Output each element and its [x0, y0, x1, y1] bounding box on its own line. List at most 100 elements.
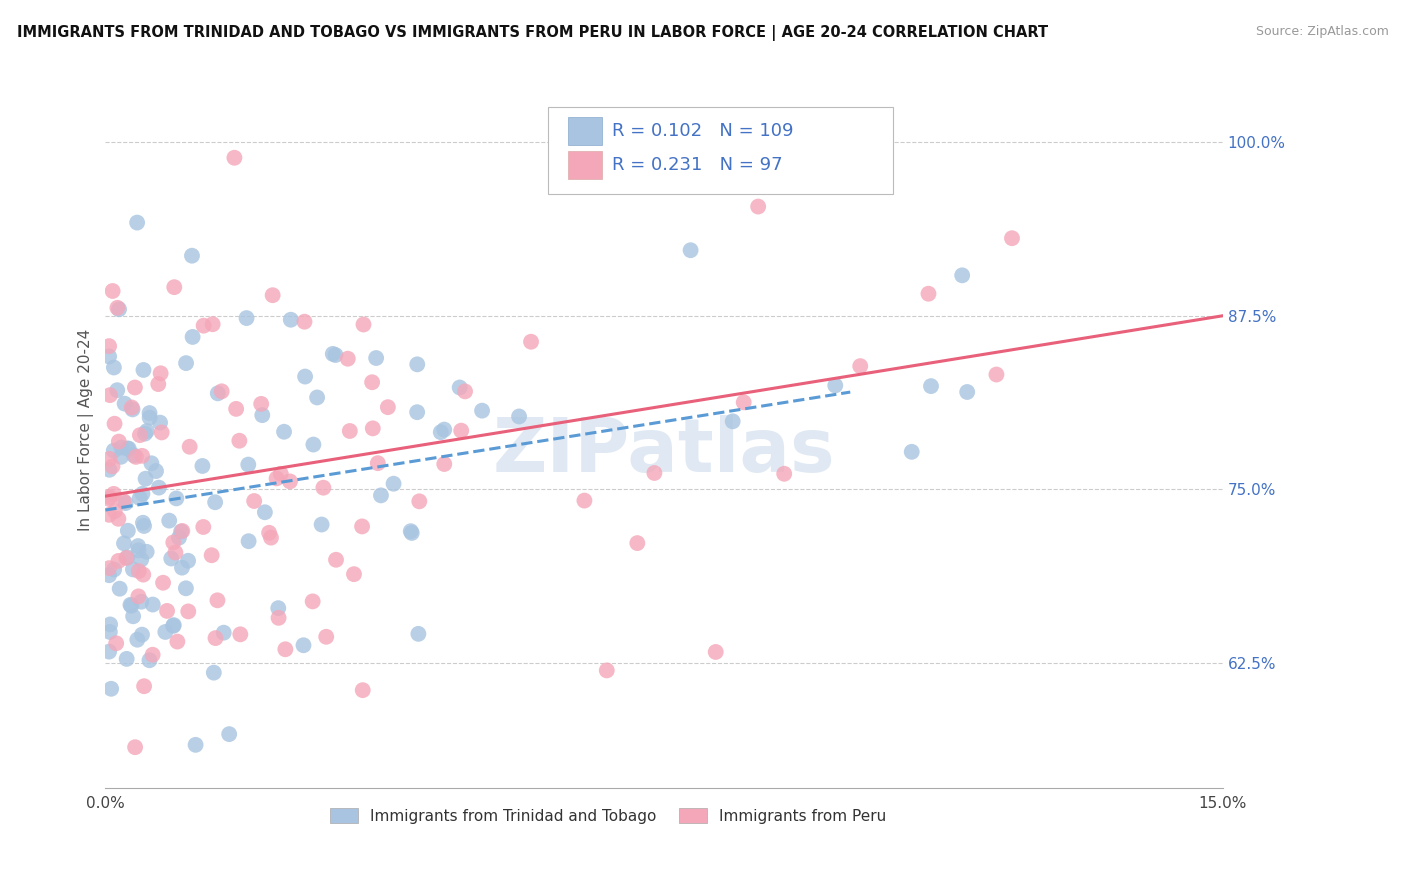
- Point: [98, 490, 121, 504]
- Point: [157, 514, 180, 528]
- Point: [132, 363, 155, 377]
- Point: [343, 567, 366, 582]
- Point: [117, 524, 139, 538]
- Point: [294, 369, 316, 384]
- Point: [131, 449, 153, 463]
- Point: [105, 383, 128, 397]
- Point: [274, 642, 297, 657]
- Point: [1001, 231, 1024, 245]
- Point: [132, 519, 155, 533]
- Point: [179, 440, 201, 454]
- Point: [401, 525, 423, 540]
- Point: [162, 619, 184, 633]
- Point: [98, 463, 121, 477]
- Point: [167, 531, 190, 545]
- Point: [450, 424, 472, 438]
- Point: [107, 512, 129, 526]
- Point: [449, 380, 471, 394]
- Point: [129, 428, 152, 442]
- Point: [773, 467, 796, 481]
- Point: [101, 459, 124, 474]
- Point: [181, 249, 204, 263]
- Point: [117, 550, 139, 565]
- Point: [150, 425, 173, 440]
- Point: [98, 491, 121, 506]
- Point: [643, 466, 665, 480]
- Point: [103, 417, 125, 431]
- Point: [352, 519, 374, 533]
- Point: [986, 368, 1008, 382]
- Point: [370, 488, 392, 502]
- Point: [950, 268, 973, 283]
- Point: [225, 401, 247, 416]
- Point: [127, 590, 149, 604]
- Point: [292, 638, 315, 652]
- Text: R = 0.231   N = 97: R = 0.231 N = 97: [612, 156, 782, 174]
- Point: [103, 487, 125, 501]
- Point: [920, 379, 942, 393]
- Point: [238, 534, 260, 549]
- Point: [202, 665, 225, 680]
- Point: [747, 200, 769, 214]
- Point: [267, 611, 290, 625]
- Text: ZIPatlas: ZIPatlas: [492, 415, 835, 488]
- Point: [471, 403, 494, 417]
- Point: [191, 458, 214, 473]
- Point: [721, 414, 744, 428]
- Point: [124, 740, 146, 755]
- Point: [127, 216, 149, 230]
- Point: [127, 632, 149, 647]
- Point: [315, 630, 337, 644]
- Point: [207, 593, 229, 607]
- Legend: Immigrants from Trinidad and Tobago, Immigrants from Peru: Immigrants from Trinidad and Tobago, Imm…: [323, 802, 893, 830]
- Point: [135, 545, 157, 559]
- Point: [110, 441, 132, 455]
- Point: [120, 598, 142, 612]
- Point: [224, 151, 246, 165]
- Point: [733, 395, 755, 409]
- Point: [165, 491, 187, 506]
- Point: [302, 437, 325, 451]
- Point: [103, 443, 125, 458]
- Point: [98, 451, 121, 466]
- Point: [98, 388, 121, 402]
- Point: [98, 350, 121, 364]
- Point: [596, 664, 619, 678]
- Point: [98, 624, 121, 639]
- Point: [141, 456, 163, 470]
- Point: [134, 426, 156, 441]
- Point: [312, 481, 335, 495]
- Point: [120, 599, 142, 613]
- Point: [128, 491, 150, 505]
- Point: [98, 561, 121, 575]
- Text: Source: ZipAtlas.com: Source: ZipAtlas.com: [1256, 25, 1389, 38]
- Point: [125, 450, 148, 464]
- Point: [155, 624, 177, 639]
- Point: [377, 400, 399, 414]
- Point: [98, 645, 121, 659]
- Point: [204, 631, 226, 645]
- Point: [122, 609, 145, 624]
- Point: [160, 551, 183, 566]
- Point: [367, 456, 389, 470]
- Point: [257, 525, 280, 540]
- Point: [162, 535, 184, 549]
- Text: IMMIGRANTS FROM TRINIDAD AND TOBAGO VS IMMIGRANTS FROM PERU IN LABOR FORCE | AGE: IMMIGRANTS FROM TRINIDAD AND TOBAGO VS I…: [17, 25, 1047, 41]
- Point: [704, 645, 727, 659]
- Point: [138, 653, 160, 667]
- Point: [626, 536, 648, 550]
- Point: [201, 548, 224, 562]
- Point: [294, 315, 316, 329]
- Point: [131, 595, 153, 609]
- Point: [104, 504, 127, 518]
- Point: [101, 284, 124, 298]
- Point: [433, 457, 456, 471]
- Point: [266, 471, 288, 485]
- Point: [107, 301, 129, 315]
- Point: [138, 406, 160, 420]
- Point: [336, 351, 359, 366]
- Point: [679, 244, 702, 258]
- Point: [165, 545, 187, 559]
- Point: [429, 425, 451, 440]
- Point: [325, 348, 347, 362]
